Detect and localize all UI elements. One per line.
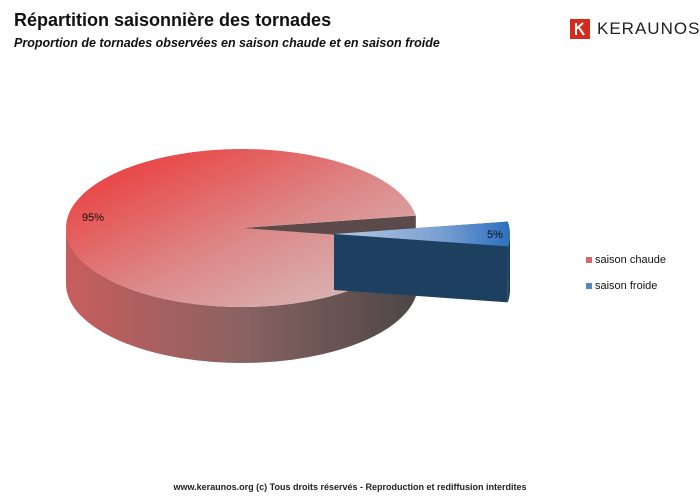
pie-slice-side — [507, 234, 510, 303]
pie-slice-top — [334, 221, 511, 247]
legend-swatch-blue — [586, 283, 592, 289]
chart-legend: saison chaude saison froide — [586, 253, 666, 305]
footer-copyright: www.keraunos.org (c) Tous droits réservé… — [173, 482, 527, 492]
keraunos-logo-icon — [570, 19, 590, 39]
legend-item-saison-chaude: saison chaude — [586, 253, 666, 267]
pie-slice-saison-froide — [334, 221, 511, 303]
pie-slice-side — [66, 228, 416, 364]
legend-item-saison-froide: saison froide — [586, 279, 666, 293]
chart-subtitle: Proportion de tornades observées en sais… — [14, 36, 440, 50]
legend-label: saison froide — [595, 280, 658, 292]
chart-title: Répartition saisonnière des tornades — [14, 10, 332, 30]
pie-data-label: 95% — [82, 212, 104, 224]
legend-swatch-red — [586, 257, 592, 263]
brand-name: KERAUNOS — [597, 19, 700, 38]
brand-logo[interactable]: KERAUNOS — [570, 18, 700, 40]
pie-data-label: 5% — [487, 229, 503, 241]
pie-slice-top — [66, 149, 416, 308]
legend-label: saison chaude — [595, 254, 666, 266]
